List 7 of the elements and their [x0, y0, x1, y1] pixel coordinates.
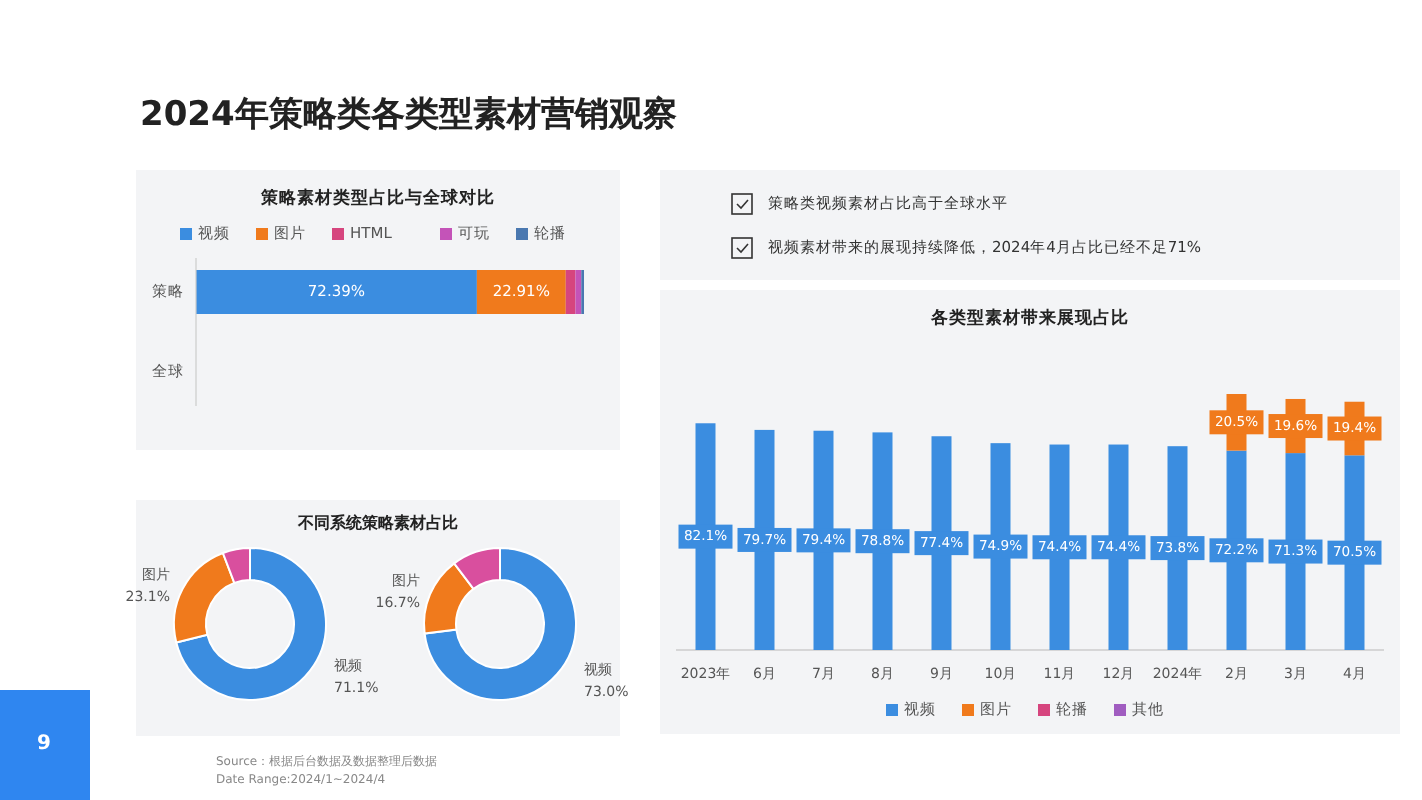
chart-title: 策略素材类型占比与全球对比	[259, 186, 495, 209]
chart-title: 各类型素材带来展现占比	[929, 306, 1129, 329]
donut-slice	[423, 547, 577, 701]
text: 9	[37, 733, 52, 756]
text: 2024年策略类各类型素材营销观察	[140, 95, 677, 136]
donut-slice	[175, 547, 327, 701]
chart-title: 不同系统策略素材占比	[296, 514, 458, 533]
